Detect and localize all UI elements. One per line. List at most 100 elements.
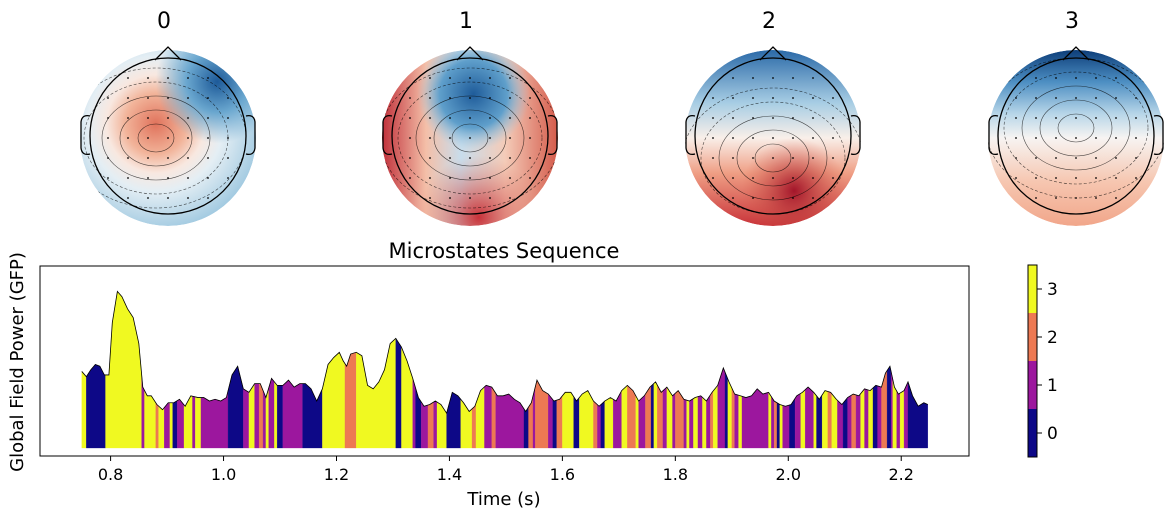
nose [456,46,484,61]
state-segment [672,392,676,449]
state-segment [248,383,255,449]
state-segment [195,396,202,449]
state-segment [144,390,156,449]
state-segment [645,385,652,449]
state-segment [183,395,193,449]
state-segment [258,383,264,449]
state-segment [855,393,861,449]
colorbar-tick-label: 3 [1047,280,1058,300]
state-segment [675,390,684,449]
state-segment [356,338,396,449]
state-segment [662,386,668,449]
topomap-1: 1 [382,9,558,226]
left-ear [685,114,696,156]
x-tick-label: 1.6 [550,465,575,484]
nose [759,46,787,61]
plot-frame [39,265,970,457]
state-segment [600,400,605,449]
state-segment [896,390,901,449]
topomap-3: 3 [988,9,1164,226]
topomap-title-1: 1 [459,9,473,34]
colorbar-tick-label: 0 [1047,424,1058,444]
state-segment [579,390,594,449]
x-tick-label: 1.2 [324,465,349,484]
left-ear [382,114,393,156]
state-segment [475,386,485,449]
state-segment [638,393,646,449]
state-segment [903,381,909,449]
state-segment [827,391,832,449]
state-segment [172,400,178,449]
state-segment [689,398,694,449]
head-outline [997,57,1155,215]
state-segment [433,400,438,449]
state-segment [800,389,806,449]
state-segment [277,385,283,449]
state-segment [860,388,865,449]
state-segment [816,394,823,449]
state-segment [254,383,260,449]
state-segment [81,371,87,449]
state-segment [262,390,267,449]
state-segment [548,393,553,449]
x-axis: 0.8 1.0 1.2 1.4 1.6 1.8 2.0 2.2 [98,456,914,484]
state-segment [890,371,893,449]
state-segment [141,374,145,449]
topomap-2: 2 [685,9,861,226]
state-segment [847,394,852,449]
state-segment [813,391,817,449]
head-outline [694,57,852,215]
state-segment [573,396,580,449]
state-segment [105,291,142,449]
state-segment [523,406,529,449]
state-segment [776,402,780,449]
topomap-0: 0 [80,9,256,226]
state-segment [717,367,726,449]
x-tick-label: 2.2 [889,465,914,484]
state-segment [155,402,159,449]
left-ear [988,114,999,156]
state-segment [872,385,878,449]
x-tick-label: 0.8 [98,465,123,484]
state-segment [446,392,461,449]
state-segment [653,381,658,449]
state-segment [427,401,434,449]
state-segment [395,337,402,449]
state-segment [868,387,874,449]
state-segment [177,399,185,449]
x-tick-label: 1.8 [663,465,688,484]
state-segment [484,385,492,449]
state-segment [724,372,729,449]
state-segment [771,396,775,449]
right-ear [1153,114,1164,156]
nose [154,46,182,61]
state-segment [436,401,447,449]
state-segment [805,386,814,449]
colorbar-segment-1 [1028,361,1037,409]
state-segment [851,393,857,449]
head-outline [89,57,247,215]
state-segment [789,397,796,449]
state-segment [794,393,801,449]
state-segment [562,392,574,449]
head-outline [391,57,549,215]
topomap-row: 0 1 2 3 [80,9,1164,226]
state-segment [710,390,714,449]
state-segment [727,379,732,449]
state-segment [471,403,477,449]
state-segment [650,383,655,449]
state-segment [302,383,323,449]
state-segment [768,391,772,449]
state-segment [881,370,888,449]
state-segment [282,379,303,449]
state-segment [495,392,525,449]
gfp-line [81,290,928,415]
x-tick-label: 2.0 [776,465,801,484]
state-segment [164,402,171,449]
nose [1062,46,1090,61]
x-tick-label: 1.0 [211,465,236,484]
state-segment [686,399,690,449]
state-segment [666,386,673,449]
x-axis-label: Time (s) [466,489,540,510]
